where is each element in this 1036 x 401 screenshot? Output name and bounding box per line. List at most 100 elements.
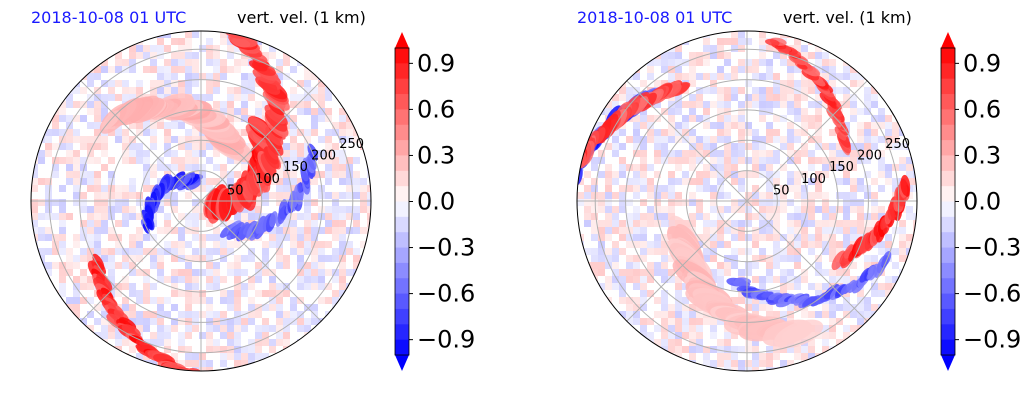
field-cell (633, 213, 640, 220)
colorbar-segment (941, 201, 955, 218)
field-cell (150, 318, 157, 325)
field-cell (234, 255, 241, 262)
field-cell (829, 311, 836, 318)
field-cell (157, 248, 164, 255)
field-cell (675, 332, 682, 339)
field-cell (843, 157, 850, 164)
field-cell (80, 269, 87, 276)
field-cell (262, 325, 269, 332)
field-cell (87, 213, 94, 220)
field-cell (836, 192, 843, 199)
field-cell (101, 311, 108, 318)
field-cell (297, 255, 304, 262)
field-cell (241, 346, 248, 353)
field-cell (353, 157, 360, 164)
field-cell (115, 332, 122, 339)
field-cell (276, 66, 283, 73)
field-cell (661, 185, 668, 192)
field-cell (129, 45, 136, 52)
field-cell (857, 290, 864, 297)
field-cell (801, 206, 808, 213)
field-cell (829, 297, 836, 304)
field-cell (787, 276, 794, 283)
field-cell (241, 80, 248, 87)
field-cell (633, 143, 640, 150)
field-cell (367, 262, 371, 269)
field-cell (794, 45, 801, 52)
field-cell (115, 290, 122, 297)
field-cell (850, 164, 857, 171)
field-band (196, 378, 212, 386)
field-cell (689, 150, 696, 157)
field-cell (94, 143, 101, 150)
field-cell (290, 311, 297, 318)
field-cell (773, 73, 780, 80)
field-cell (283, 157, 290, 164)
field-band (267, 145, 279, 160)
field-cell (752, 136, 759, 143)
field-cell (101, 108, 108, 115)
field-cell (668, 157, 675, 164)
field-cell (178, 346, 185, 353)
field-cell (766, 171, 773, 178)
field-cell (689, 192, 696, 199)
field-cell (227, 269, 234, 276)
field-cell (129, 87, 136, 94)
field-cell (164, 150, 171, 157)
field-cell (234, 311, 241, 318)
field-cell (836, 150, 843, 157)
colorbar-segment (395, 278, 409, 295)
field-band (793, 295, 809, 306)
field-cell (283, 290, 290, 297)
field-cell (199, 164, 206, 171)
field-cell (640, 115, 647, 122)
field-cell (143, 269, 150, 276)
field-cell (199, 178, 206, 185)
field-cell (101, 248, 108, 255)
field-cell (899, 241, 906, 248)
field-cell (843, 325, 850, 332)
field-cell (164, 276, 171, 283)
field-cell (668, 115, 675, 122)
field-cell (108, 66, 115, 73)
field-cell (283, 171, 290, 178)
field-cell (619, 234, 626, 241)
field-cell (87, 185, 94, 192)
field-cell (780, 199, 787, 206)
field-cell (115, 59, 122, 66)
field-cell (598, 255, 605, 262)
field-cell (731, 220, 738, 227)
field-cell (234, 276, 241, 283)
field-cell (129, 59, 136, 66)
field-cell (661, 192, 668, 199)
field-cell (171, 122, 178, 129)
field-cell (332, 227, 339, 234)
field-cell (220, 31, 227, 38)
field-cell (339, 157, 346, 164)
field-cell (45, 269, 52, 276)
field-cell (220, 178, 227, 185)
field-cell (710, 101, 717, 108)
field-cell (108, 276, 115, 283)
field-cell (710, 192, 717, 199)
field-cell (339, 276, 346, 283)
field-cell (815, 178, 822, 185)
field-cell (913, 255, 917, 262)
grid-spoke (746, 200, 868, 322)
field-cell (829, 80, 836, 87)
field-cell (150, 59, 157, 66)
field-cell (339, 129, 346, 136)
field-cell (731, 346, 738, 353)
field-cell (675, 136, 682, 143)
field-cell (311, 269, 318, 276)
field-cell (668, 185, 675, 192)
field-cell (87, 220, 94, 227)
field-cell (591, 199, 598, 206)
field-cell (283, 178, 290, 185)
field-cell (339, 136, 346, 143)
colorbar-segment (941, 170, 955, 187)
field-cell (612, 192, 619, 199)
field-cell (794, 234, 801, 241)
field-cell (101, 94, 108, 101)
field-cell (136, 241, 143, 248)
